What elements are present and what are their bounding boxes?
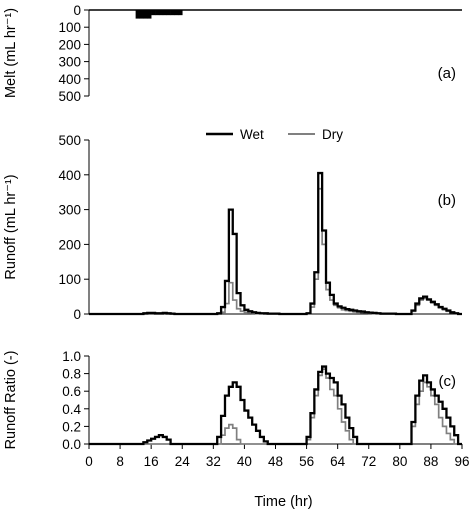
- panel-1: [84, 9, 462, 97]
- x-tick-label: 72: [361, 454, 376, 469]
- y-tick-label: 300: [58, 55, 81, 70]
- y-tick-label: 0: [73, 307, 81, 322]
- melt-bar: [143, 10, 148, 19]
- x-tick-label: 32: [206, 454, 221, 469]
- x-tick-label: 16: [144, 454, 159, 469]
- melt-bar: [162, 10, 168, 16]
- y-axis-title: Melt (mL hr⁻¹): [3, 8, 19, 98]
- y-tick-label: 400: [58, 72, 81, 87]
- panel-3: [84, 355, 463, 449]
- y-tick-label: 300: [58, 203, 81, 218]
- y-tick-label: 0.6: [62, 384, 81, 399]
- x-tick-label: 24: [175, 454, 191, 469]
- y-tick-label: 400: [58, 168, 81, 183]
- panel-2: Wet Dry: [84, 127, 462, 316]
- y-tick-label: 100: [58, 272, 81, 287]
- melt-bar: [174, 10, 179, 16]
- x-tick-label: 0: [85, 454, 93, 469]
- legend: Wet Dry: [206, 127, 343, 142]
- legend-label-wet: Wet: [240, 127, 264, 142]
- melt-bar: [155, 10, 160, 16]
- series-line-wet: [89, 365, 462, 446]
- melt-bar: [178, 10, 183, 16]
- melt-bar: [170, 10, 175, 16]
- series-line-wet: [89, 171, 462, 316]
- y-tick-label: 100: [58, 20, 81, 35]
- panel-label: (a): [438, 65, 456, 82]
- x-tick-label: 80: [392, 454, 407, 469]
- y-tick-label: 0.0: [62, 437, 81, 452]
- y-tick-label: 500: [58, 89, 81, 104]
- y-tick-label: 0.4: [62, 402, 81, 417]
- x-tick-label: 96: [454, 454, 469, 469]
- x-tick-label: 40: [237, 454, 252, 469]
- melt-bar: [151, 10, 156, 16]
- series-line-dry: [89, 187, 462, 315]
- x-tick-label: 56: [299, 454, 314, 469]
- melt-bar: [139, 10, 144, 19]
- y-tick-label: 200: [58, 237, 81, 252]
- y-tick-label: 1.0: [62, 349, 81, 364]
- y-tick-label: 0: [73, 3, 81, 18]
- melt-bar: [166, 10, 171, 16]
- melt-bar: [135, 10, 140, 19]
- x-tick-label: 48: [268, 454, 283, 469]
- legend-label-dry: Dry: [322, 127, 343, 142]
- y-axis-title: Runoff (mL hr⁻¹): [3, 174, 19, 279]
- x-tick-label: 8: [116, 454, 124, 469]
- y-tick-label: 0.8: [62, 367, 81, 382]
- x-tick-label: 64: [330, 454, 346, 469]
- panel-label: (b): [438, 192, 456, 209]
- y-tick-label: 200: [58, 37, 81, 52]
- y-tick-label: 500: [58, 133, 81, 148]
- x-tick-label: 88: [423, 454, 438, 469]
- panel-label: (c): [439, 373, 457, 390]
- y-axis-title: Runoff Ratio (-): [3, 351, 19, 450]
- y-tick-label: 0.2: [62, 419, 81, 434]
- melt-bar: [147, 10, 152, 19]
- series-line-dry: [89, 368, 462, 445]
- x-axis-title: Time (hr): [254, 494, 312, 510]
- melt-bar: [158, 10, 164, 16]
